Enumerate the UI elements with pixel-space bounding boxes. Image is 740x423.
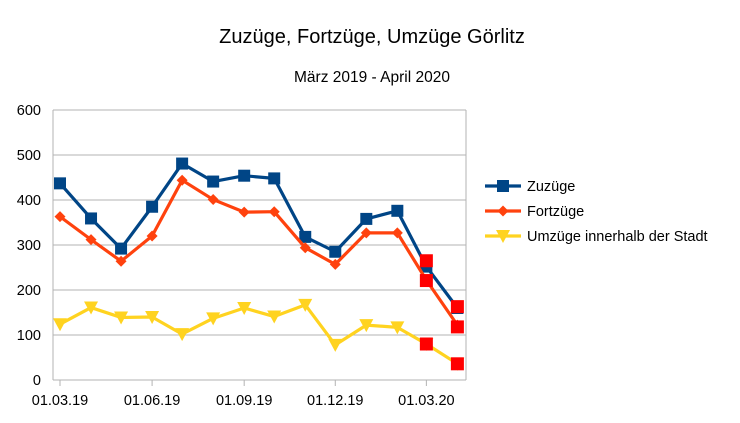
x-tick-label: 01.09.19 bbox=[216, 393, 272, 409]
data-point bbox=[207, 175, 220, 188]
y-tick-label: 600 bbox=[17, 103, 41, 119]
axes: 0 100 200 300 400 500 600 01.03.19 01.06.19 01.09… bbox=[17, 103, 467, 409]
series-2 bbox=[54, 174, 463, 331]
series-group bbox=[53, 157, 465, 371]
data-point bbox=[176, 157, 189, 170]
data-point bbox=[298, 298, 313, 312]
data-point bbox=[299, 230, 312, 243]
data-point bbox=[497, 205, 509, 217]
legend: Zuzüge Fortzüge Umzüge innerhalb der Stadt bbox=[485, 179, 708, 245]
legend-item: Zuzüge bbox=[485, 179, 575, 195]
data-point bbox=[115, 255, 127, 267]
data-point bbox=[175, 328, 190, 342]
data-point bbox=[268, 206, 280, 218]
data-point bbox=[391, 227, 403, 239]
data-point bbox=[238, 169, 251, 182]
data-point bbox=[299, 242, 311, 254]
series-line bbox=[59, 303, 459, 366]
data-point bbox=[359, 319, 374, 333]
highlight-point bbox=[419, 337, 433, 351]
data-point bbox=[115, 242, 128, 255]
data-point bbox=[54, 177, 66, 190]
data-point bbox=[85, 212, 98, 225]
data-point bbox=[267, 310, 282, 324]
data-point bbox=[329, 245, 342, 258]
data-point bbox=[54, 211, 66, 223]
highlight-point bbox=[450, 300, 464, 314]
data-point bbox=[85, 234, 97, 246]
data-point bbox=[329, 258, 341, 270]
data-point bbox=[146, 200, 159, 213]
x-tick-label: 01.12.19 bbox=[307, 393, 363, 409]
y-tick-label: 100 bbox=[17, 328, 41, 344]
data-point bbox=[145, 311, 160, 324]
data-point bbox=[176, 174, 188, 186]
data-point bbox=[497, 180, 509, 192]
data-point bbox=[146, 230, 158, 242]
legend-label: Fortzüge bbox=[527, 204, 584, 220]
highlight-point bbox=[419, 274, 433, 288]
series-3 bbox=[53, 298, 465, 371]
data-point bbox=[390, 321, 405, 335]
data-point bbox=[237, 302, 252, 315]
x-tick-label: 01.03.20 bbox=[398, 393, 454, 409]
x-tick-label: 01.03.19 bbox=[32, 393, 88, 409]
data-point bbox=[328, 338, 343, 352]
chart-title: Zuzüge, Fortzüge, Umzüge Görlitz bbox=[219, 26, 525, 48]
y-tick-label: 400 bbox=[17, 193, 41, 209]
data-point bbox=[53, 318, 67, 332]
data-point bbox=[268, 172, 281, 185]
data-point bbox=[207, 194, 219, 206]
y-tick-label: 200 bbox=[17, 283, 41, 299]
data-point bbox=[391, 204, 404, 217]
data-point bbox=[360, 212, 373, 225]
y-tick-label: 0 bbox=[33, 373, 41, 389]
chart-subtitle: März 2019 - April 2020 bbox=[294, 69, 450, 86]
highlight-point bbox=[419, 254, 433, 268]
data-point bbox=[238, 206, 250, 218]
highlight-point bbox=[450, 320, 464, 334]
data-point bbox=[206, 312, 221, 326]
legend-label: Umzüge innerhalb der Stadt bbox=[527, 229, 708, 245]
data-point bbox=[114, 311, 129, 325]
data-point bbox=[496, 230, 510, 243]
data-point bbox=[360, 227, 372, 239]
x-tick-label: 01.06.19 bbox=[124, 393, 180, 409]
highlight-markers bbox=[419, 254, 464, 371]
data-point bbox=[84, 301, 99, 315]
legend-label: Zuzüge bbox=[527, 179, 575, 195]
legend-item: Umzüge innerhalb der Stadt bbox=[485, 229, 708, 245]
series-1 bbox=[54, 157, 464, 314]
y-tick-label: 500 bbox=[17, 148, 41, 164]
legend-item: Fortzüge bbox=[485, 204, 584, 220]
y-tick-label: 300 bbox=[17, 238, 41, 254]
highlight-point bbox=[450, 357, 464, 371]
